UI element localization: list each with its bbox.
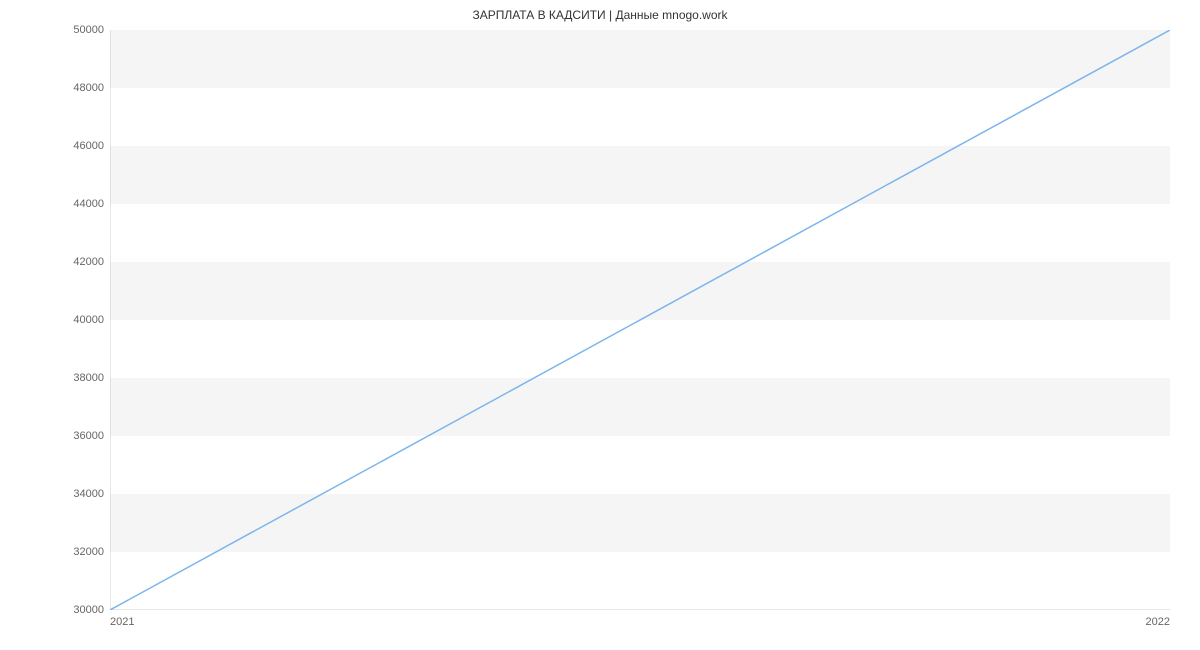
- y-tick-label: 34000: [73, 488, 104, 500]
- y-tick-label: 44000: [73, 198, 104, 210]
- grid-band: [110, 146, 1170, 204]
- grid-band: [110, 378, 1170, 436]
- y-tick-label: 38000: [73, 372, 104, 384]
- y-tick-label: 36000: [73, 430, 104, 442]
- y-tick-label: 48000: [73, 82, 104, 94]
- y-tick-label: 50000: [73, 24, 104, 36]
- grid-band: [110, 30, 1170, 88]
- y-tick-label: 30000: [73, 604, 104, 616]
- chart-plot-area: 3000032000340003600038000400004200044000…: [110, 30, 1170, 610]
- y-tick-label: 32000: [73, 546, 104, 558]
- x-tick-label: 2022: [1146, 616, 1170, 628]
- chart-svg: [110, 30, 1170, 610]
- y-tick-label: 42000: [73, 256, 104, 268]
- chart-title: ЗАРПЛАТА В КАДСИТИ | Данные mnogo.work: [0, 8, 1200, 22]
- grid-band: [110, 262, 1170, 320]
- y-tick-label: 40000: [73, 314, 104, 326]
- y-tick-label: 46000: [73, 140, 104, 152]
- x-tick-label: 2021: [110, 616, 134, 628]
